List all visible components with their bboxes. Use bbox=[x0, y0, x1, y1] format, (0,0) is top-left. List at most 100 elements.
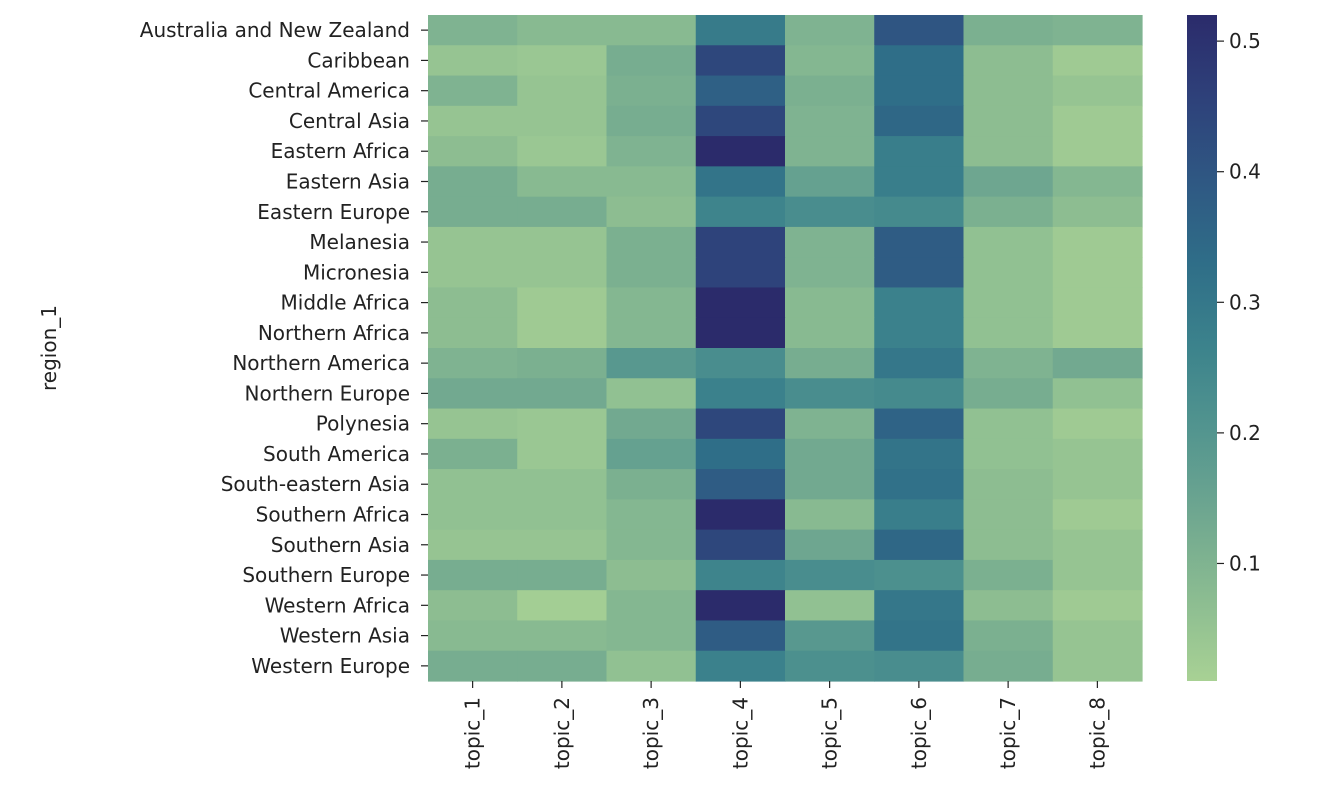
heatmap-cell bbox=[517, 559, 608, 591]
heatmap-cell bbox=[517, 196, 608, 228]
y-tick-label: Southern Europe bbox=[242, 563, 410, 587]
heatmap-cell bbox=[1052, 469, 1143, 500]
heatmap-cell bbox=[1052, 15, 1143, 46]
heatmap-cell bbox=[1052, 287, 1143, 319]
heatmap-cell bbox=[695, 590, 786, 622]
heatmap-cell bbox=[606, 136, 697, 167]
heatmap-cell bbox=[785, 348, 875, 379]
x-tick-label: topic_5 bbox=[818, 697, 842, 769]
heatmap-cell bbox=[428, 499, 518, 531]
heatmap-cell bbox=[695, 559, 786, 591]
heatmap-cell bbox=[874, 559, 965, 591]
y-tick-label: Central America bbox=[248, 79, 410, 103]
x-tick-label: topic_3 bbox=[639, 697, 663, 769]
colorbar-tick-label: 0.1 bbox=[1229, 551, 1261, 575]
heatmap-cell bbox=[1052, 620, 1143, 652]
y-axis-title: region_1 bbox=[37, 305, 61, 391]
heatmap-cell bbox=[517, 317, 608, 349]
heatmap-cell bbox=[1052, 499, 1143, 531]
heatmap-cell bbox=[428, 136, 518, 167]
heatmap-cell bbox=[606, 499, 697, 531]
heatmap-cell bbox=[695, 15, 786, 46]
heatmap-cell bbox=[874, 469, 965, 500]
heatmap-cell bbox=[428, 620, 518, 652]
heatmap-cell bbox=[517, 226, 608, 258]
heatmap-cell bbox=[1052, 136, 1143, 167]
heatmap-cell bbox=[695, 529, 786, 561]
heatmap-cell bbox=[963, 529, 1054, 561]
x-tick-label: topic_7 bbox=[996, 697, 1020, 769]
heatmap-cell bbox=[517, 257, 608, 289]
heatmap-cell bbox=[428, 529, 518, 561]
y-tick-label: Southern Asia bbox=[271, 533, 410, 557]
heatmap-cell bbox=[963, 408, 1054, 440]
heatmap-cell bbox=[428, 469, 518, 500]
heatmap-cell bbox=[1052, 196, 1143, 228]
heatmap-cell bbox=[517, 45, 608, 77]
heatmap-cell bbox=[517, 75, 608, 107]
x-tick-label: topic_6 bbox=[907, 697, 931, 769]
heatmap-cell bbox=[606, 438, 697, 470]
heatmap-cell bbox=[1052, 166, 1143, 198]
heatmap-cell bbox=[785, 650, 875, 682]
heatmap-cell bbox=[963, 590, 1054, 622]
heatmap-cell bbox=[695, 438, 786, 470]
heatmap-cell bbox=[874, 75, 965, 107]
heatmap-cell bbox=[1052, 257, 1143, 289]
x-tick-label: topic_1 bbox=[461, 697, 485, 769]
heatmap-cell bbox=[963, 499, 1054, 531]
heatmap-cell bbox=[1052, 559, 1143, 591]
heatmap-cell bbox=[606, 166, 697, 198]
heatmap-cell bbox=[606, 226, 697, 258]
x-tick-label: topic_4 bbox=[728, 697, 752, 769]
heatmap-cell bbox=[606, 559, 697, 591]
heatmap-cell bbox=[695, 166, 786, 198]
heatmap-cell bbox=[1052, 378, 1143, 410]
heatmap-cell bbox=[785, 529, 875, 561]
y-tick-label: Polynesia bbox=[316, 412, 410, 436]
heatmap-cell bbox=[1052, 408, 1143, 440]
x-tick-label: topic_2 bbox=[550, 697, 574, 769]
heatmap-cell bbox=[428, 590, 518, 622]
heatmap-cell bbox=[428, 378, 518, 410]
colorbar-tick-label: 0.4 bbox=[1229, 160, 1261, 184]
heatmap-cell bbox=[785, 166, 875, 198]
heatmap-cell bbox=[1052, 317, 1143, 349]
heatmap-cell bbox=[874, 287, 965, 319]
heatmap-cell bbox=[606, 15, 697, 46]
colorbar-tick-label: 0.2 bbox=[1229, 421, 1261, 445]
heatmap-cell bbox=[963, 438, 1054, 470]
y-tick-label: Northern Africa bbox=[258, 321, 410, 345]
heatmap-cell bbox=[695, 287, 786, 319]
heatmap-cell bbox=[963, 257, 1054, 289]
heatmap-cell bbox=[785, 257, 875, 289]
y-tick-label: Middle Africa bbox=[281, 291, 410, 315]
heatmap-cell bbox=[785, 499, 875, 531]
y-tick-label: Eastern Africa bbox=[271, 139, 410, 163]
heatmap-cell bbox=[963, 317, 1054, 349]
heatmap-cell bbox=[874, 166, 965, 198]
heatmap-cell bbox=[963, 348, 1054, 379]
heatmap-cell bbox=[785, 45, 875, 77]
heatmap-cell bbox=[695, 378, 786, 410]
heatmap-cell bbox=[428, 105, 518, 137]
colorbar-tick-label: 0.3 bbox=[1229, 290, 1261, 314]
heatmap-cell bbox=[695, 196, 786, 228]
heatmap-cells bbox=[428, 15, 1143, 682]
heatmap-cell bbox=[874, 408, 965, 440]
heatmap-cell bbox=[428, 287, 518, 319]
heatmap-cell bbox=[428, 196, 518, 228]
heatmap-cell bbox=[963, 559, 1054, 591]
heatmap-cell bbox=[1052, 75, 1143, 107]
heatmap-cell bbox=[428, 75, 518, 107]
heatmap-cell bbox=[785, 469, 875, 500]
heatmap-cell bbox=[606, 378, 697, 410]
heatmap-cell bbox=[517, 469, 608, 500]
heatmap-cell bbox=[517, 378, 608, 410]
heatmap-cell bbox=[428, 45, 518, 77]
heatmap-cell bbox=[963, 378, 1054, 410]
heatmap-cell bbox=[695, 136, 786, 167]
heatmap-cell bbox=[517, 15, 608, 46]
heatmap-cell bbox=[606, 469, 697, 500]
heatmap-cell bbox=[428, 166, 518, 198]
